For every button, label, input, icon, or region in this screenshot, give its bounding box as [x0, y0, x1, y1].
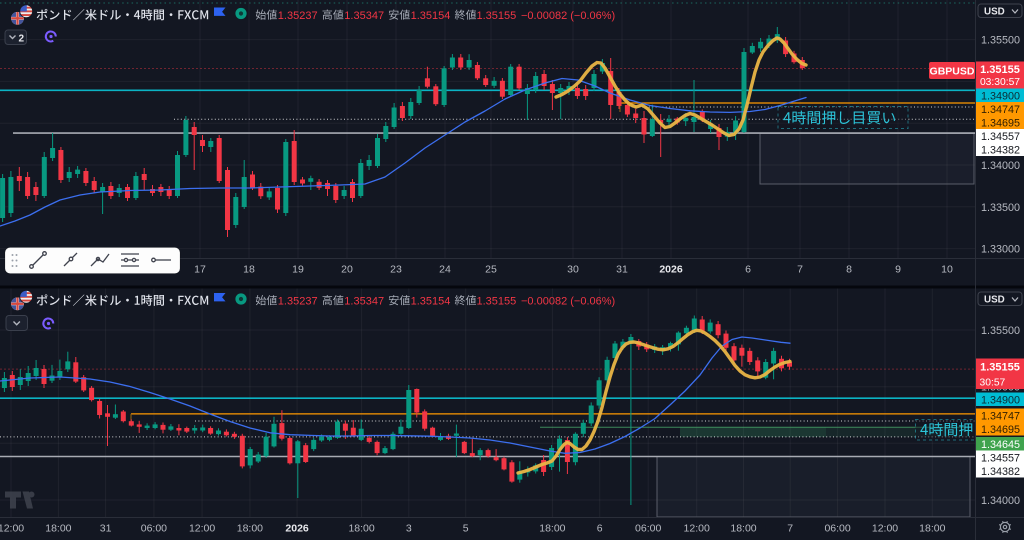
svg-text:20: 20	[341, 264, 353, 276]
svg-text:24: 24	[439, 264, 451, 276]
svg-text:1.34557: 1.34557	[981, 131, 1020, 143]
svg-text:1.34695: 1.34695	[981, 424, 1020, 436]
svg-text:7: 7	[797, 264, 803, 276]
svg-text:2: 2	[19, 34, 25, 45]
svg-text:03:30:57: 03:30:57	[980, 77, 1020, 88]
svg-text:31: 31	[100, 523, 112, 535]
svg-text:18:00: 18:00	[237, 523, 263, 535]
svg-text:1.33000: 1.33000	[981, 244, 1020, 256]
svg-text:1.35500: 1.35500	[981, 325, 1020, 337]
svg-text:18:00: 18:00	[730, 523, 756, 535]
svg-text:30: 30	[567, 264, 579, 276]
svg-text:19: 19	[292, 264, 304, 276]
svg-text:1.34747: 1.34747	[981, 410, 1020, 422]
svg-text:1.35154: 1.35154	[411, 295, 451, 307]
svg-text:5: 5	[463, 523, 469, 535]
svg-text:1.35347: 1.35347	[344, 10, 384, 22]
svg-text:06:00: 06:00	[141, 523, 167, 535]
svg-text:USD: USD	[984, 295, 1005, 306]
svg-text:USD: USD	[984, 7, 1005, 18]
svg-text:17: 17	[194, 264, 206, 276]
svg-text:6: 6	[597, 523, 603, 535]
svg-text:1.35347: 1.35347	[344, 295, 384, 307]
svg-text:3: 3	[406, 523, 412, 535]
svg-text:1.34382: 1.34382	[981, 466, 1020, 478]
svg-text:25: 25	[485, 264, 497, 276]
svg-text:1.34900: 1.34900	[981, 90, 1020, 102]
svg-text:31: 31	[616, 264, 628, 276]
svg-text:1.33500: 1.33500	[981, 202, 1020, 214]
svg-text:10: 10	[941, 264, 953, 276]
svg-text:2026: 2026	[285, 523, 309, 535]
svg-text:1.34695: 1.34695	[981, 117, 1020, 129]
svg-text:−0.00082 (−0.06%): −0.00082 (−0.06%)	[521, 295, 615, 307]
svg-text:1.35155: 1.35155	[980, 64, 1020, 76]
svg-text:8: 8	[846, 264, 852, 276]
svg-text:1.34382: 1.34382	[981, 144, 1020, 156]
svg-text:GBPUSD: GBPUSD	[930, 66, 975, 78]
svg-text:18:00: 18:00	[539, 523, 565, 535]
svg-text:1.35154: 1.35154	[411, 10, 451, 22]
svg-text:18: 18	[243, 264, 255, 276]
svg-text:1.34557: 1.34557	[981, 452, 1020, 464]
svg-text:−0.00082 (−0.06%): −0.00082 (−0.06%)	[521, 10, 615, 22]
svg-text:9: 9	[895, 264, 901, 276]
svg-text:6: 6	[745, 264, 751, 276]
svg-text:30:57: 30:57	[980, 377, 1006, 388]
svg-text:18:00: 18:00	[45, 523, 71, 535]
svg-text:18:00: 18:00	[919, 523, 945, 535]
svg-text:12:00: 12:00	[684, 523, 710, 535]
svg-text:1.34747: 1.34747	[981, 104, 1020, 116]
svg-text:06:00: 06:00	[635, 523, 661, 535]
svg-text:1.34000: 1.34000	[981, 495, 1020, 507]
svg-text:1.35237: 1.35237	[278, 295, 318, 307]
svg-text:1.35500: 1.35500	[981, 34, 1020, 46]
svg-text:1.35155: 1.35155	[980, 361, 1020, 373]
svg-text:1.35155: 1.35155	[477, 10, 517, 22]
svg-text:1.34000: 1.34000	[981, 160, 1020, 172]
svg-text:18:00: 18:00	[348, 523, 374, 535]
svg-text:23: 23	[390, 264, 402, 276]
svg-text:7: 7	[787, 523, 793, 535]
svg-text:2026: 2026	[659, 264, 683, 276]
svg-text:12:00: 12:00	[189, 523, 215, 535]
svg-text:12:00: 12:00	[0, 523, 24, 535]
svg-text:1.35237: 1.35237	[278, 10, 318, 22]
svg-text:1.35155: 1.35155	[477, 295, 517, 307]
svg-text:1.34645: 1.34645	[981, 439, 1020, 451]
svg-text:1.34900: 1.34900	[981, 394, 1020, 406]
svg-text:06:00: 06:00	[824, 523, 850, 535]
svg-text:12:00: 12:00	[872, 523, 898, 535]
